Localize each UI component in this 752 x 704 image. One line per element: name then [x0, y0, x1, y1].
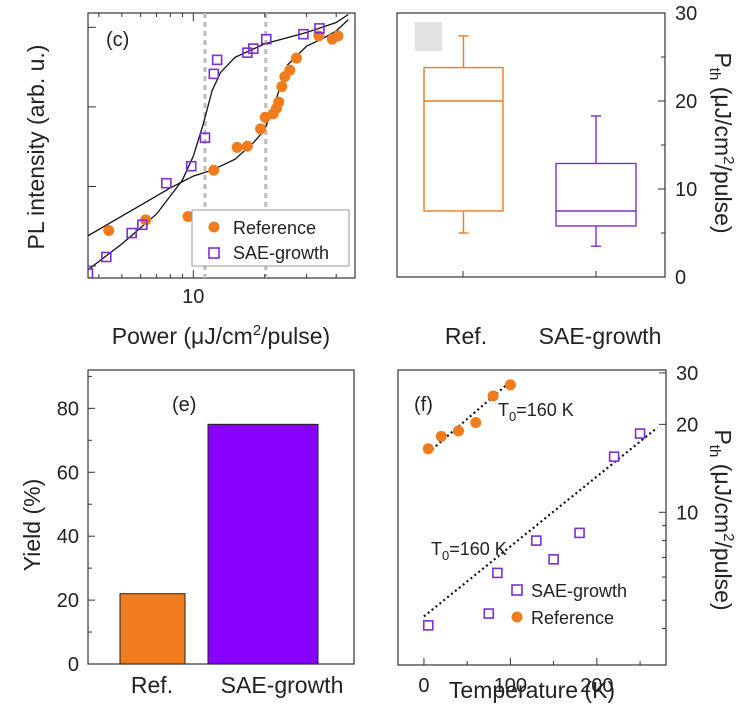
sae-point [211, 54, 223, 66]
panel-f-xtick-label: 200 [580, 675, 613, 697]
sae-point [492, 567, 503, 579]
sae-point [101, 251, 112, 263]
panel-d-ytick-label: 30 [675, 3, 697, 25]
sae-point [608, 451, 620, 462]
panel-e-ytick-label: 0 [68, 654, 79, 676]
sae-point [314, 23, 325, 34]
sae-point [208, 68, 220, 80]
panel-f-ytick-label: 20 [676, 414, 698, 436]
reference-point [332, 30, 344, 42]
legend-box [191, 209, 350, 267]
reference-point [276, 81, 288, 93]
reference-point [422, 443, 434, 455]
panel-f-legend: SAE-growth Reference [511, 581, 627, 628]
panel-c-label: (c) [106, 29, 129, 51]
reference-point [241, 140, 253, 152]
sae-point [574, 527, 585, 539]
reference-point [208, 164, 220, 176]
panel-d-category-sae: SAE-growth [539, 323, 662, 349]
sae-point [548, 554, 559, 565]
panel-e: 0 20 40 60 80 Ref. SAE-growth (e) Yield (%) [19, 369, 355, 698]
panel-d-ytick-label: 0 [675, 267, 686, 289]
panel-c-xtick-label: 10 [182, 286, 204, 308]
panel-e-ytick-label: 20 [57, 590, 79, 612]
panel-f-ytick-label: 10 [676, 502, 698, 524]
sae-point [88, 268, 94, 278]
panel-f: 0 100 200 10 20 30 (f) T0=160 K T0=160 K SAE-… [397, 363, 737, 703]
legend-reference-label: Reference [233, 218, 316, 238]
panel-f-label: (f) [414, 394, 433, 416]
box-iqr [555, 162, 637, 227]
legend-sae-marker [208, 247, 220, 259]
sae-point [422, 620, 434, 631]
sae-point [185, 160, 197, 172]
sae-point [298, 28, 309, 40]
panel-e-ytick-label: 40 [57, 526, 79, 548]
panel-c-frame [87, 12, 356, 279]
reference-point [182, 210, 194, 222]
reference-point [435, 430, 447, 442]
sae-point [199, 132, 211, 144]
bar-reference [119, 593, 186, 665]
reference-point [470, 416, 482, 428]
annotation-reference-t0: T0=160 K [498, 400, 574, 424]
panel-e-category-ref: Ref. [131, 672, 173, 698]
fit-curve-sae [88, 13, 349, 271]
reference-point [487, 390, 499, 402]
panel-c: 10 (c) Reference SAE-growth PL intensity… [23, 12, 356, 349]
sae-point [161, 177, 172, 189]
reference-point [284, 64, 296, 76]
panel-d-ylabel: Pth (μJ/cm2/pulse) [706, 52, 737, 233]
panel-d-ytick-label: 10 [675, 179, 697, 201]
panel-e-category-sae: SAE-growth [221, 672, 344, 698]
sae-point [260, 33, 272, 45]
panel-d-category-ref: Ref. [445, 323, 487, 349]
panel-f-frame [397, 369, 667, 666]
reference-point [103, 224, 115, 236]
reference-point [290, 52, 302, 64]
reference-point [453, 425, 465, 437]
panel-f-xtick-label: 0 [418, 675, 429, 697]
panel-e-ylabel: Yield (%) [19, 479, 45, 571]
panel-d-frame [396, 12, 666, 278]
panel-f-xlabel: Temperature (K) [449, 677, 615, 703]
box-iqr [423, 66, 504, 212]
panel-d: 0 10 20 30 Ref. SAE-growth Pth (μJ/cm2/pulse) [396, 3, 737, 349]
sae-point [137, 219, 148, 231]
reference-point [255, 123, 267, 135]
sae-point [126, 227, 137, 239]
panel-f-xtick-label: 100 [494, 675, 527, 697]
legend-sae-label: SAE-growth [233, 243, 329, 263]
panel-f-ytick-label: 30 [676, 363, 698, 385]
sae-point [531, 535, 542, 546]
legend-f-reference-marker [511, 611, 523, 623]
legend-f-sae-label: SAE-growth [531, 581, 627, 601]
panel-c-xlabel: Power (μJ/cm2/pulse) [112, 322, 330, 349]
annotation-sae-t0: T0=160 K [431, 539, 507, 563]
reference-point [273, 96, 285, 108]
sae-point [634, 428, 646, 439]
panel-e-ytick-label: 80 [57, 398, 79, 420]
panel-c-ylabel: PL intensity (arb. u.) [23, 45, 49, 250]
bar-sae [207, 423, 319, 665]
reference-point [504, 379, 516, 391]
legend-f-reference-label: Reference [531, 608, 614, 628]
panel-e-ytick-label: 60 [57, 462, 79, 484]
legend-reference-marker [208, 221, 220, 233]
legend-f-sae-marker [511, 584, 523, 596]
sae-point [248, 43, 259, 54]
panel-d-ylabel-text: Pth (μJ/cm2/pulse) [706, 52, 737, 233]
panel-e-label: (e) [172, 394, 196, 416]
reference-point [231, 141, 243, 153]
panel-c-legend: Reference SAE-growth [191, 209, 350, 267]
fit-curve-reference [88, 19, 349, 237]
panel-d-label-patch [415, 22, 442, 51]
panel-d-ytick-label: 20 [675, 91, 697, 113]
panel-f-ylabel: Pth (μJ/cm2/pulse) [706, 429, 737, 610]
sae-point [483, 608, 495, 619]
